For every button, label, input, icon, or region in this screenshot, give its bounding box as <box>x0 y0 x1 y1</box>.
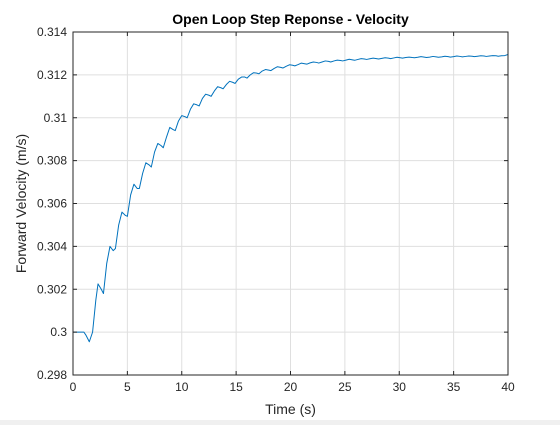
series-line-velocity <box>73 54 509 343</box>
y-tick-label: 0.314 <box>37 25 67 39</box>
x-axis-label: Time (s) <box>265 401 316 417</box>
y-tick-label: 0.312 <box>37 68 67 82</box>
x-tick-label: 10 <box>175 380 189 394</box>
x-tick-label: 0 <box>70 380 77 394</box>
y-axis-ticks: 0.298 0.3 0.302 0.304 0.306 0.308 0.31 0.312 0.3… <box>37 25 508 382</box>
y-tick-label: 0.3 <box>50 325 67 339</box>
y-tick-label: 0.308 <box>37 154 67 168</box>
x-tick-label: 20 <box>284 380 298 394</box>
x-tick-label: 5 <box>124 380 131 394</box>
x-tick-label: 30 <box>393 380 407 394</box>
x-tick-label: 40 <box>501 380 515 394</box>
x-axis-ticks: 0 5 10 15 20 25 30 35 40 <box>70 32 515 394</box>
y-tick-label: 0.31 <box>44 111 68 125</box>
y-axis-label: Forward Velocity (m/s) <box>13 134 29 273</box>
x-tick-label: 35 <box>447 380 461 394</box>
y-tick-label: 0.302 <box>37 282 67 296</box>
series-layer <box>73 54 509 343</box>
chart-title: Open Loop Step Reponse - Velocity <box>172 11 409 27</box>
y-tick-label: 0.298 <box>37 368 67 382</box>
y-tick-label: 0.304 <box>37 239 67 253</box>
x-tick-label: 15 <box>229 380 243 394</box>
x-tick-label: 25 <box>338 380 352 394</box>
y-tick-label: 0.306 <box>37 197 67 211</box>
